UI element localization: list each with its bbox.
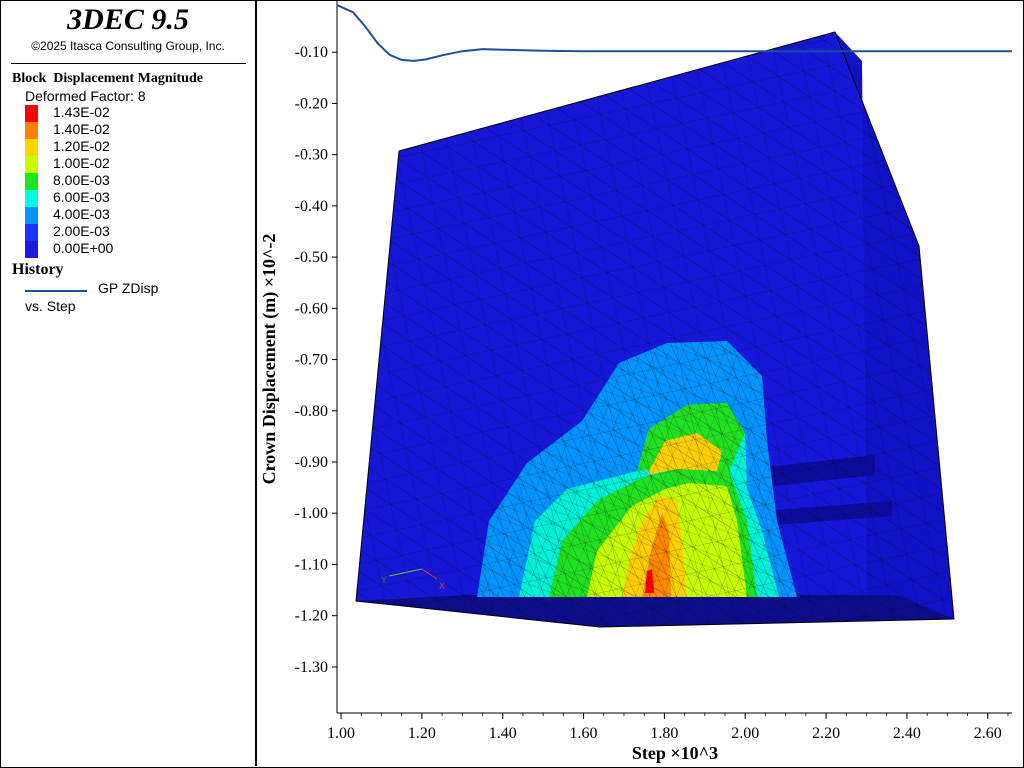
- contour-swatch: [25, 207, 38, 224]
- contour-level-label: 6.00E-03: [53, 189, 110, 205]
- y-tick-label: -1.00: [295, 505, 328, 522]
- contour-level-label: 1.20E-02: [53, 138, 110, 154]
- y-tick-label: -1.10: [295, 556, 328, 573]
- svg-text:Y: Y: [381, 575, 387, 585]
- y-tick-label: -0.60: [295, 300, 328, 317]
- y-tick-label: -0.80: [295, 403, 328, 420]
- y-axis-title: Crown Displacement (m) ×10^-2: [259, 234, 280, 485]
- contour-swatch: [25, 190, 38, 207]
- x-axis-title: Step ×10^3: [632, 743, 718, 763]
- x-tick-label: 2.20: [812, 725, 840, 742]
- contour-swatch: [25, 156, 38, 173]
- model-edges: [355, 31, 955, 628]
- svg-text:X: X: [439, 581, 445, 591]
- series-line-gp-zdisp: [336, 4, 1012, 62]
- model-render: Y X: [355, 31, 955, 628]
- chart-axes: -0.10 -0.20 -0.30 -0.40 -0.50 -0.60 -0.70 -0.80…: [295, 1, 1012, 742]
- contour-level-label: 1.43E-02: [53, 104, 110, 120]
- y-tick-label: -0.70: [295, 352, 328, 369]
- model-mesh-overlay: [356, 32, 948, 627]
- x-tick-label: 1.20: [408, 725, 436, 742]
- x-tick-label: 2.40: [893, 725, 921, 742]
- contour-title: Block Displacement Magnitude: [12, 71, 203, 86]
- y-tick-label: -0.10: [295, 44, 328, 61]
- contour-swatch: [25, 224, 38, 241]
- history-series-line-sample: [25, 290, 87, 292]
- contour-swatch: [25, 139, 38, 156]
- contour-swatch: [25, 241, 38, 258]
- contour-swatch: [25, 173, 38, 190]
- contour-level-label: 1.00E-02: [53, 155, 110, 171]
- copyright-text: ©2025 Itasca Consulting Group, Inc.: [31, 39, 225, 53]
- x-tick-label: 2.00: [731, 725, 759, 742]
- y-tick-label: -0.40: [295, 198, 328, 215]
- deformed-factor-label: Deformed Factor: 8: [25, 88, 146, 104]
- y-tick-label: -0.20: [295, 95, 328, 112]
- contour-mesh-overlay: [477, 341, 797, 597]
- history-vs-label: vs. Step: [25, 298, 76, 314]
- app-title: 3DEC 9.5: [67, 3, 189, 36]
- y-tick-label: -0.50: [295, 249, 328, 266]
- legend-panel: 3DEC 9.5 ©2025 Itasca Consulting Group, …: [1, 1, 257, 766]
- axis-triad-icon: Y X: [381, 568, 445, 591]
- title-divider: [11, 63, 246, 64]
- plot-area: Y X -0.10-0.20-0.30-0.40-0.50-0.60-0.70-…: [259, 1, 1012, 763]
- x-tick-label: 1.60: [570, 725, 598, 742]
- y-tick-label: -0.90: [295, 454, 328, 471]
- contour-level-label: 1.40E-02: [53, 121, 110, 137]
- y-tick-label: -1.30: [295, 659, 328, 676]
- contour-swatch: [25, 105, 38, 122]
- x-tick-label: 1.80: [650, 725, 678, 742]
- contour-level-label: 0.00E+00: [53, 240, 114, 256]
- y-tick-label: -0.30: [295, 147, 328, 164]
- history-heading: History: [12, 261, 64, 278]
- y-tick-label: -1.20: [295, 608, 328, 625]
- x-tick-label: 1.00: [327, 725, 355, 742]
- contour-level-label: 8.00E-03: [53, 172, 110, 188]
- x-tick-label: 2.60: [974, 725, 1002, 742]
- contour-level-label: 4.00E-03: [53, 206, 110, 222]
- history-series-label: GP ZDisp: [98, 280, 159, 296]
- contour-swatch: [25, 122, 38, 139]
- contour-level-label: 2.00E-03: [53, 223, 110, 239]
- x-tick-label: 1.40: [489, 725, 517, 742]
